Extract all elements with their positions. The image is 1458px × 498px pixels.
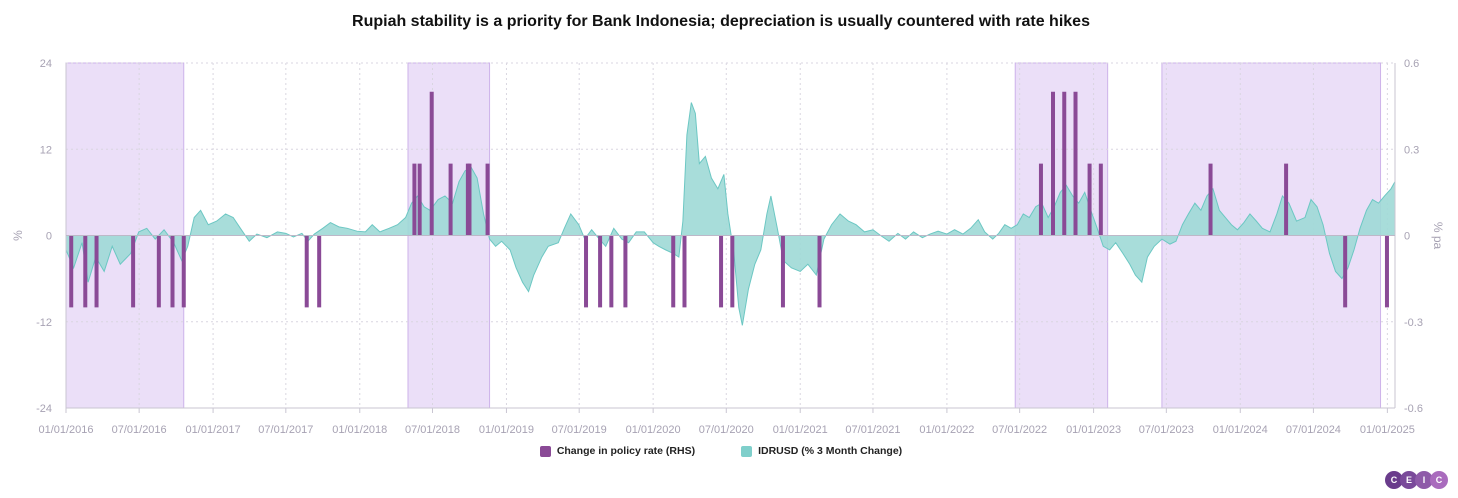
policy-rate-bar-27 — [1051, 91, 1056, 236]
policy-rate-bar-23 — [730, 235, 735, 308]
policy-rate-bar-14 — [467, 163, 472, 236]
y-right-tick-1: 0.3 — [1404, 144, 1419, 156]
x-tick-label-17: 07/01/2024 — [1286, 424, 1341, 436]
policy-rate-bar-24 — [780, 235, 785, 308]
x-tick-label-12: 01/01/2022 — [919, 424, 974, 436]
policy-rate-bar-5 — [170, 235, 175, 308]
x-tick-label-0: 01/01/2016 — [38, 424, 93, 436]
policy-rate-bar-18 — [609, 235, 614, 308]
legend: Change in policy rate (RHS) IDRUSD (% 3 … — [0, 445, 1442, 457]
y-axis-right-title: % pa — [1431, 222, 1445, 250]
policy-rate-bar-9 — [412, 163, 417, 236]
policy-rate-bar-8 — [317, 235, 322, 308]
x-tick-label-15: 07/01/2023 — [1139, 424, 1194, 436]
policy-rate-bar-11 — [429, 91, 434, 236]
axes — [65, 63, 1396, 409]
policy-rate-bar-4 — [156, 235, 161, 308]
policy-rate-bar-3 — [131, 235, 136, 308]
legend-item-policy-rate[interactable]: Change in policy rate (RHS) — [539, 445, 696, 457]
policy-rate-bar-10 — [417, 163, 422, 236]
ceic-logo-letter-0: C — [1385, 471, 1403, 489]
y-right-tick-3: -0.3 — [1404, 317, 1423, 329]
legend-label-idrusd: IDRUSD (% 3 Month Change) — [758, 445, 903, 457]
policy-rate-bar-29 — [1073, 91, 1078, 236]
x-tick-label-16: 01/01/2024 — [1213, 424, 1268, 436]
ceic-logo-letter-3: C — [1430, 471, 1448, 489]
policy-rate-bar-33 — [1284, 163, 1289, 236]
policy-rate-bar-31 — [1098, 163, 1103, 236]
policy-rate-bar-34 — [1343, 235, 1348, 308]
y-left-tick-0: 24 — [40, 58, 52, 70]
y-right-tick-0: 0.6 — [1404, 58, 1419, 70]
x-tick-label-18: 01/01/2025 — [1360, 424, 1415, 436]
policy-rate-bar-17 — [598, 235, 603, 308]
x-tick-label-11: 07/01/2021 — [845, 424, 900, 436]
policy-rate-bar-0 — [69, 235, 74, 308]
x-tick-label-1: 07/01/2016 — [112, 424, 167, 436]
policy-rate-bar-35 — [1384, 235, 1389, 308]
y-left-tick-3: -12 — [36, 317, 52, 329]
policy-rate-bars — [69, 91, 1389, 308]
x-tick-label-3: 07/01/2017 — [258, 424, 313, 436]
policy-rate-bar-7 — [304, 235, 309, 308]
policy-rate-bar-30 — [1087, 163, 1092, 236]
policy-rate-swatch — [539, 445, 551, 457]
policy-rate-bar-28 — [1062, 91, 1067, 236]
idrusd-swatch — [741, 445, 753, 457]
policy-rate-bar-16 — [584, 235, 589, 308]
legend-label-policy-rate: Change in policy rate (RHS) — [556, 445, 696, 457]
policy-rate-bar-19 — [623, 235, 628, 308]
policy-rate-bar-1 — [83, 235, 88, 308]
legend-item-idrusd[interactable]: IDRUSD (% 3 Month Change) — [741, 445, 902, 457]
chart-title: Rupiah stability is a priority for Bank … — [352, 13, 1090, 30]
ceic-logo-letter-2: I — [1415, 471, 1433, 489]
policy-rate-bar-20 — [671, 235, 676, 308]
x-tick-label-8: 01/01/2020 — [626, 424, 681, 436]
policy-rate-bar-15 — [485, 163, 490, 236]
x-tick-label-7: 07/01/2019 — [552, 424, 607, 436]
ceic-logo-letter-1: E — [1400, 471, 1418, 489]
x-tick-label-2: 01/01/2017 — [186, 424, 241, 436]
idrusd-area-series — [65, 102, 1396, 326]
y-left-tick-4: -24 — [36, 403, 52, 415]
x-tick-label-5: 07/01/2018 — [405, 424, 460, 436]
x-tick-label-4: 01/01/2018 — [332, 424, 387, 436]
y-left-tick-2: 0 — [46, 231, 52, 243]
policy-rate-bar-22 — [719, 235, 724, 308]
x-tick-label-9: 07/01/2020 — [699, 424, 754, 436]
y-right-tick-2: 0 — [1404, 231, 1410, 243]
x-tick-label-6: 01/01/2019 — [479, 424, 534, 436]
x-tick-label-14: 01/01/2023 — [1066, 424, 1121, 436]
x-tick-label-10: 01/01/2021 — [773, 424, 828, 436]
policy-rate-bar-21 — [682, 235, 687, 308]
y-axis-left-title: % — [11, 230, 25, 241]
y-right-tick-4: -0.6 — [1404, 403, 1423, 415]
x-tick-label-13: 07/01/2022 — [992, 424, 1047, 436]
idrusd-line — [65, 102, 1396, 326]
policy-rate-bar-25 — [817, 235, 822, 308]
policy-rate-bar-32 — [1208, 163, 1213, 236]
policy-rate-bar-2 — [94, 235, 99, 308]
policy-rate-bar-26 — [1038, 163, 1043, 236]
policy-rate-bar-6 — [181, 235, 186, 308]
policy-rate-bar-12 — [448, 163, 453, 236]
tick-labels: 24 12 0 -12 -24 0.6 0.3 0 -0.3 -0.6 01/01/2016 07/0… — [36, 58, 1423, 436]
y-left-tick-1: 12 — [40, 144, 52, 156]
